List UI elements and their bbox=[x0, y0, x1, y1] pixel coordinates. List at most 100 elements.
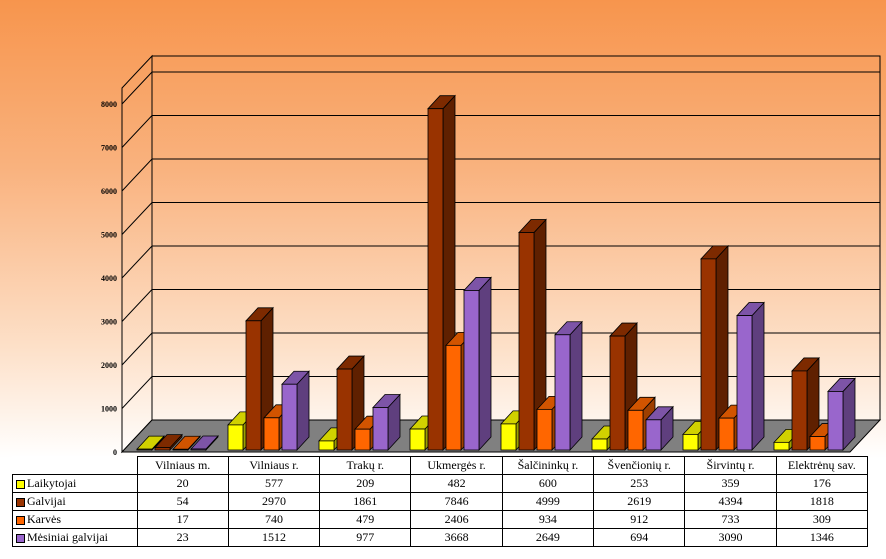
legend-entry: Karvės bbox=[12, 510, 138, 529]
data-label: 1346 bbox=[775, 528, 869, 547]
data-label: 740 bbox=[227, 510, 321, 529]
category-label: Švenčionių r. bbox=[593, 456, 686, 475]
bar-front bbox=[609, 335, 626, 451]
bar bbox=[645, 405, 674, 452]
bar-front bbox=[154, 447, 171, 451]
gridline bbox=[121, 71, 880, 105]
y-tick-label: 7000 bbox=[101, 144, 117, 153]
series-name: Laikytojai bbox=[27, 476, 77, 490]
data-label: 7846 bbox=[410, 492, 503, 511]
gridline bbox=[121, 202, 880, 235]
category-label: Šalčininkų r. bbox=[501, 456, 595, 475]
table-corner-cell bbox=[12, 456, 138, 475]
y-tick-label: 1000 bbox=[101, 405, 117, 414]
data-label: 4394 bbox=[684, 492, 777, 511]
bar-front bbox=[281, 383, 298, 451]
bar-front bbox=[827, 391, 844, 451]
bar-front bbox=[445, 344, 462, 451]
bar-front bbox=[463, 290, 480, 451]
category-label: Širvintų r. bbox=[684, 456, 777, 475]
bar-front bbox=[354, 428, 371, 451]
bar-front bbox=[627, 409, 644, 451]
bar-front bbox=[718, 417, 735, 451]
bar bbox=[827, 377, 856, 452]
bar-front bbox=[318, 440, 335, 451]
bar-side bbox=[478, 276, 492, 452]
legend-swatch bbox=[16, 515, 25, 525]
bar-side bbox=[296, 370, 310, 452]
series-name: Galvijai bbox=[27, 494, 66, 508]
gridline bbox=[121, 376, 880, 409]
bar-front bbox=[645, 419, 662, 451]
bar bbox=[554, 320, 583, 452]
data-label: 482 bbox=[410, 474, 503, 493]
y-tick-label: 2000 bbox=[101, 361, 117, 370]
data-label: 20 bbox=[136, 474, 229, 493]
table-header-row: Vilniaus m. Vilniaus r. Trakų r. Ukmergės r… bbox=[12, 456, 869, 475]
data-label: 54 bbox=[136, 492, 229, 511]
data-label: 23 bbox=[136, 528, 229, 547]
bar-front bbox=[263, 417, 280, 451]
bar-front bbox=[427, 108, 444, 451]
bar-front bbox=[773, 441, 790, 451]
bar-front bbox=[591, 438, 608, 451]
category-label: Elektrėnų sav. bbox=[775, 456, 869, 475]
data-label: 2970 bbox=[227, 492, 321, 511]
bar-front bbox=[791, 370, 808, 451]
data-label: 977 bbox=[319, 528, 412, 547]
bar-front bbox=[809, 436, 826, 451]
bar-front bbox=[336, 368, 353, 451]
data-label: 1818 bbox=[775, 492, 869, 511]
legend-entry: Laikytojai bbox=[12, 474, 138, 493]
legend-entry: Galvijai bbox=[12, 492, 138, 511]
bar bbox=[736, 301, 765, 452]
bar bbox=[791, 356, 820, 452]
legend-swatch bbox=[16, 533, 25, 543]
bar bbox=[372, 393, 401, 452]
data-label: 1512 bbox=[227, 528, 321, 547]
data-label: 2619 bbox=[593, 492, 686, 511]
data-label: 253 bbox=[593, 474, 686, 493]
data-label: 3090 bbox=[684, 528, 777, 547]
data-label: 600 bbox=[501, 474, 595, 493]
data-label: 912 bbox=[593, 510, 686, 529]
bar-front bbox=[554, 334, 571, 451]
table-row: Mėsiniai galvijai 23 1512 977 3668 2649 694 309… bbox=[12, 528, 869, 547]
bar-front bbox=[500, 423, 517, 451]
legend-swatch bbox=[16, 497, 25, 507]
bar-front bbox=[190, 448, 207, 451]
data-label: 733 bbox=[684, 510, 777, 529]
y-tick-label: 4000 bbox=[101, 274, 117, 283]
gridline bbox=[121, 332, 880, 366]
bar-front bbox=[700, 258, 717, 451]
bar-front bbox=[682, 433, 699, 451]
bar bbox=[700, 244, 729, 452]
data-label: 359 bbox=[684, 474, 777, 493]
table-row: Laikytojai 20 577 209 482 600 253 359 176 bbox=[12, 474, 869, 493]
data-label: 479 bbox=[319, 510, 412, 529]
bar-front bbox=[409, 428, 426, 451]
bar bbox=[172, 435, 201, 452]
bar bbox=[136, 435, 165, 452]
legend-entry: Mėsiniai galvijai bbox=[12, 528, 138, 547]
y-tick-label: 6000 bbox=[101, 187, 117, 196]
bar-front bbox=[227, 424, 244, 451]
data-label: 1861 bbox=[319, 492, 412, 511]
legend-swatch bbox=[16, 479, 25, 489]
gridline bbox=[121, 158, 880, 192]
data-label: 176 bbox=[775, 474, 869, 493]
table-row: Galvijai 54 2970 1861 7846 4999 2619 4394 1818 bbox=[12, 492, 869, 511]
table-row: Karvės 17 740 479 2406 934 912 733 309 bbox=[12, 510, 869, 529]
data-table: Vilniaus m. Vilniaus r. Trakų r. Ukmergės r… bbox=[12, 456, 869, 547]
bar-front bbox=[172, 448, 189, 451]
data-label: 577 bbox=[227, 474, 321, 493]
data-label: 4999 bbox=[501, 492, 595, 511]
table-body: Laikytojai 20 577 209 482 600 253 359 176 Galvija… bbox=[12, 474, 869, 547]
bar-front bbox=[518, 232, 535, 451]
bar-side bbox=[751, 301, 765, 452]
data-label: 309 bbox=[775, 510, 869, 529]
data-label: 934 bbox=[501, 510, 595, 529]
gridline bbox=[121, 115, 880, 148]
data-label: 2406 bbox=[410, 510, 503, 529]
